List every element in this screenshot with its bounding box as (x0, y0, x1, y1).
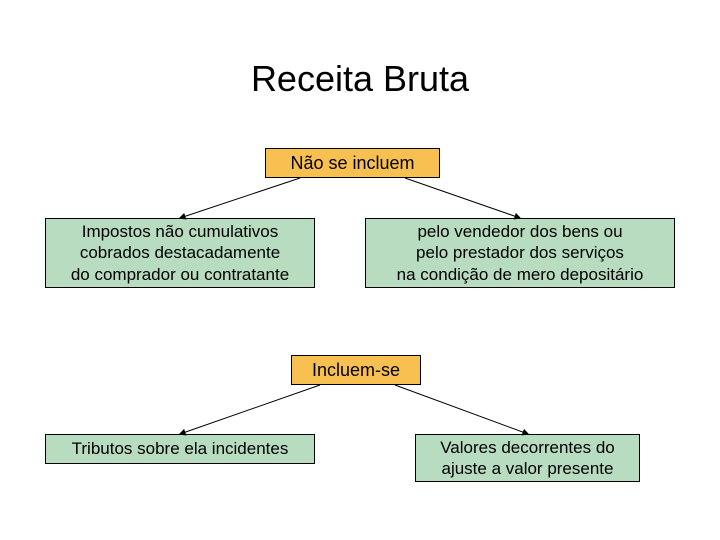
box-impostos: Impostos não cumulativos cobrados destac… (45, 218, 315, 288)
box-impostos-label: Impostos não cumulativos cobrados destac… (71, 221, 289, 285)
box-vendedor-label: pelo vendedor dos bens ou pelo prestador… (397, 221, 644, 285)
box-incluem-se: Incluem-se (291, 355, 421, 385)
box-vendedor: pelo vendedor dos bens ou pelo prestador… (365, 218, 675, 288)
box-nao-se-incluem: Não se incluem (265, 148, 440, 178)
box-tributos-label: Tributos sobre ela incidentes (72, 438, 289, 459)
box-nao-se-incluem-label: Não se incluem (290, 152, 414, 175)
box-valores-label: Valores decorrentes do ajuste a valor pr… (440, 437, 615, 480)
page-title: Receita Bruta (0, 58, 720, 100)
box-incluem-se-label: Incluem-se (312, 359, 400, 382)
box-tributos: Tributos sobre ela incidentes (45, 434, 315, 464)
box-valores: Valores decorrentes do ajuste a valor pr… (415, 434, 640, 482)
